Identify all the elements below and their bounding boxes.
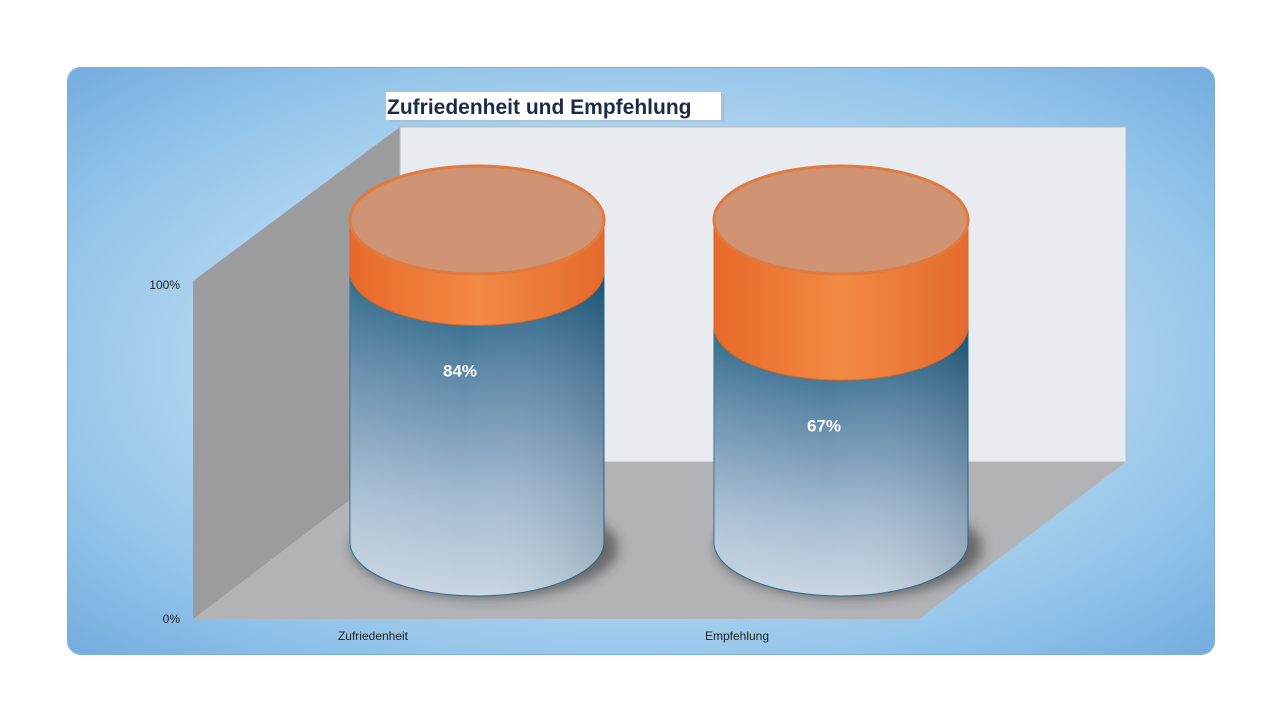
- chart-frame: 84% 67% Zufriedenheit und Empfehlung 100%…: [67, 67, 1215, 655]
- chart-canvas: 84% 67% Zufriedenheit und Empfehlung 100%…: [68, 68, 1214, 654]
- y-tick-label-min: 0%: [163, 612, 181, 626]
- bar-top-cap-zufriedenheit: [348, 164, 606, 276]
- side-wall: [193, 127, 400, 619]
- chart-title: Zufriedenheit und Empfehlung: [387, 96, 691, 119]
- data-label-zufriedenheit: 84%: [443, 362, 477, 381]
- bars-layer: 84% 67%: [348, 164, 982, 598]
- x-tick-label-zufriedenheit: Zufriedenheit: [338, 629, 409, 643]
- bar-top-cap-empfehlung: [712, 164, 970, 276]
- bar-segment-blue-shading-empfehlung: [714, 326, 968, 596]
- y-tick-label-max: 100%: [149, 278, 180, 292]
- x-tick-label-empfehlung: Empfehlung: [705, 629, 769, 643]
- data-label-empfehlung: 67%: [807, 416, 841, 435]
- title-box: [386, 92, 721, 120]
- bar-segment-blue-shading-zufriedenheit: [350, 271, 604, 596]
